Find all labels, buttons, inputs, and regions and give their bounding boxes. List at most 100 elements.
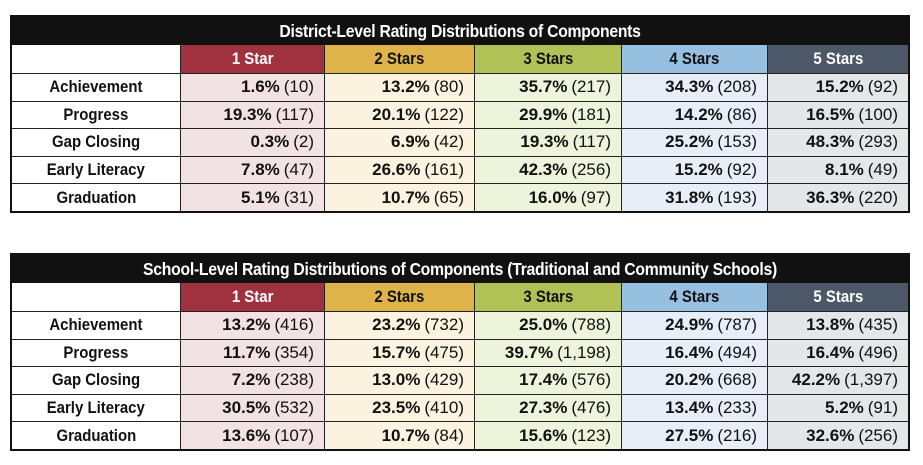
cell-percent: 16.0%: [528, 187, 577, 207]
table-row: Achievement 13.2% (416) 23.2% (732) 25.0% (788…: [12, 311, 908, 339]
cell-percent: 14.2%: [674, 104, 723, 124]
cell-percent: 15.7%: [372, 342, 421, 362]
school-header-2-stars: 2 Stars: [324, 283, 474, 311]
cell-count: (153): [717, 132, 757, 152]
cell-percent: 13.2%: [381, 77, 430, 97]
school-header-5-stars: 5 Stars: [767, 283, 908, 311]
cell-percent: 29.9%: [519, 104, 568, 124]
table-cell: 25.0% (788): [474, 312, 621, 339]
table-cell: 11.7% (354): [180, 339, 324, 367]
table-cell: 13.0% (429): [324, 367, 474, 394]
cell-count: (91): [867, 398, 898, 418]
row-label: Gap Closing: [51, 370, 141, 390]
cell-count: (410): [424, 398, 464, 418]
table-row: Gap Closing 7.2% (238) 13.0% (429) 17.4% (576)…: [12, 366, 908, 394]
cell-percent: 16.4%: [665, 342, 714, 362]
cell-count: (100): [858, 104, 898, 124]
cell-count: (668): [717, 370, 757, 390]
table-cell: 42.2% (1,397): [767, 367, 908, 394]
cell-count: (31): [283, 187, 314, 207]
cell-count: (494): [717, 342, 757, 362]
cell-count: (97): [580, 187, 611, 207]
cell-count: (92): [726, 160, 757, 180]
table-cell: 1.6% (10): [180, 74, 324, 101]
cell-percent: 11.7%: [223, 342, 271, 362]
table-cell: 36.3% (220): [767, 184, 908, 211]
cell-percent: 31.8%: [665, 187, 714, 207]
cell-percent: 0.3%: [250, 132, 290, 152]
cell-percent: 8.1%: [825, 160, 864, 180]
cell-percent: 48.3%: [806, 132, 855, 152]
table-cell: 32.6% (256): [767, 422, 908, 449]
cell-percent: 13.0%: [372, 370, 421, 390]
table-cell: 35.7% (217): [474, 74, 621, 101]
table-cell: 13.4% (233): [621, 394, 767, 422]
cell-count: (161): [424, 160, 464, 180]
cell-percent: 16.5%: [806, 104, 855, 124]
cell-percent: 42.2%: [791, 370, 841, 390]
cell-count: (122): [424, 104, 464, 124]
table-cell: 23.5% (410): [324, 394, 474, 422]
table-cell: 13.2% (416): [180, 312, 324, 339]
table-cell: 20.2% (668): [621, 367, 767, 394]
cell-count: (1,397): [844, 370, 898, 390]
district-table: District-Level Rating Distributions of C…: [10, 15, 910, 213]
school-header-row: 1 Star 2 Stars 3 Stars 4 Stars 5 Stars: [12, 283, 908, 311]
cell-percent: 36.3%: [806, 187, 855, 207]
cell-count: (787): [717, 315, 757, 335]
cell-percent: 20.1%: [372, 104, 421, 124]
cell-percent: 25.0%: [519, 315, 568, 335]
cell-percent: 10.7%: [381, 187, 430, 207]
cell-count: (49): [867, 160, 898, 180]
row-label: Gap Closing: [51, 132, 141, 152]
table-row: Progress 11.7% (354) 15.7% (475) 39.7% (1,198)…: [12, 338, 908, 367]
table-cell: 19.3% (117): [180, 101, 324, 129]
cell-count: (238): [274, 370, 314, 390]
table-row: Early Literacy 30.5% (532) 23.5% (410) 27.3%(…: [12, 393, 908, 422]
cell-count: (256): [858, 425, 898, 445]
cell-percent: 39.7%: [504, 342, 554, 362]
school-header-3-stars: 3 Stars: [474, 283, 621, 311]
table-row: Graduation 13.6% (107) 10.7% (84) 15.6% (123) 2…: [12, 421, 908, 449]
cell-count: (10): [283, 77, 314, 97]
table-cell: 15.6% (123): [474, 422, 621, 449]
district-header-1-star: 1 Star: [180, 45, 324, 73]
cell-percent: 25.2%: [665, 132, 714, 152]
cell-percent: 5.1%: [241, 187, 280, 207]
table-cell: 42.3% (256): [474, 156, 621, 184]
cell-percent: 42.3%: [519, 160, 568, 180]
table-cell: 30.5% (532): [180, 394, 324, 422]
cell-count: (496): [858, 342, 898, 362]
cell-count: (123): [571, 425, 611, 445]
table-cell: 48.3% (293): [767, 129, 908, 156]
cell-percent: 5.2%: [825, 398, 864, 418]
cell-count: (193): [717, 187, 757, 207]
cell-count: (2): [293, 132, 314, 152]
cell-count: (732): [424, 315, 464, 335]
cell-percent: 26.6%: [372, 160, 421, 180]
cell-count: (354): [274, 342, 314, 362]
table-cell: 16.4% (494): [621, 339, 767, 367]
table-cell: 13.6% (107): [180, 422, 324, 449]
row-label: Graduation: [56, 425, 136, 445]
table-cell: 20.1% (122): [324, 101, 474, 129]
table-cell: 10.7% (65): [324, 184, 474, 211]
cell-count: (476): [571, 398, 611, 418]
cell-count: (475): [424, 342, 464, 362]
row-label: Progress: [63, 104, 129, 124]
cell-percent: 30.5%: [222, 398, 271, 418]
cell-percent: 34.3%: [665, 77, 714, 97]
cell-percent: 35.7%: [519, 77, 568, 97]
table-cell: 25.2% (153): [621, 129, 767, 156]
cell-count: (220): [858, 187, 898, 207]
table-cell: 14.2% (86): [621, 101, 767, 129]
table-cell: 5.2% (91): [767, 394, 908, 422]
cell-count: (117): [275, 104, 314, 124]
cell-percent: 6.9%: [391, 132, 430, 152]
cell-count: (47): [283, 160, 314, 180]
table-cell: 6.9% (42): [324, 129, 474, 156]
cell-count: (576): [571, 370, 611, 390]
district-header-4-stars: 4 Stars: [621, 45, 767, 73]
table-cell: 15.2% (92): [767, 74, 908, 101]
cell-percent: 7.2%: [231, 370, 271, 390]
